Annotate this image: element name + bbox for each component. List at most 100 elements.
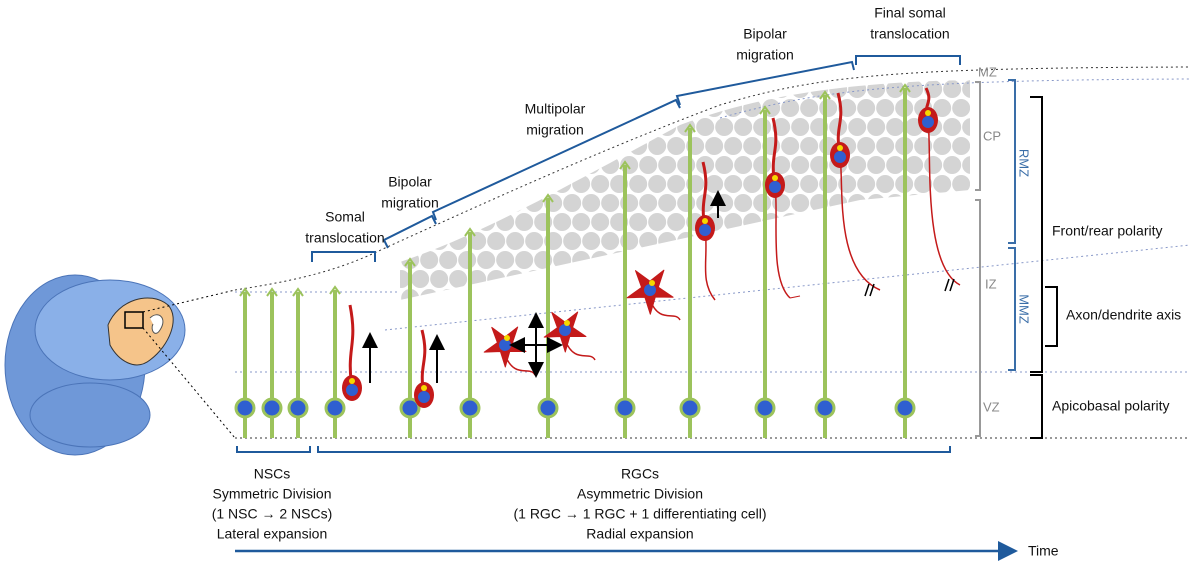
cp-cell (553, 213, 572, 231)
neuron-nucleus (559, 324, 571, 336)
cortical-plate-cells (400, 61, 970, 300)
cp-cell (401, 213, 420, 231)
cp-cell (411, 232, 430, 250)
neuron-nucleus (922, 116, 934, 128)
cp-cell (648, 251, 667, 269)
cp-cell (515, 289, 534, 300)
group-label: Lateral expansion (217, 526, 328, 542)
cp-cell (487, 270, 506, 288)
cp-cell (658, 194, 677, 212)
cp-cell (905, 232, 924, 250)
cp-cell (439, 251, 458, 269)
cp-cell (572, 61, 590, 79)
cp-cell (724, 175, 743, 193)
zone-bracket (975, 81, 981, 191)
cp-cell (772, 156, 791, 174)
stage-label: Bipolar (743, 26, 787, 42)
cp-cell (563, 80, 582, 98)
cp-cell (933, 61, 951, 79)
cp-cell (553, 289, 572, 300)
cp-cell (772, 232, 791, 250)
cp-cell (515, 251, 534, 269)
stage-label: translocation (305, 230, 384, 246)
cp-cell (800, 175, 819, 193)
zone-label: IZ (985, 276, 997, 291)
cp-cell (791, 232, 810, 250)
cp-cell (715, 156, 734, 174)
cp-cell (563, 232, 582, 250)
cp-cell (430, 80, 449, 98)
cp-cell (400, 80, 411, 98)
cp-cell (620, 270, 639, 288)
cp-cell (781, 251, 800, 269)
cp-cell (639, 80, 658, 98)
cp-cell (943, 118, 962, 136)
cp-cell (430, 270, 449, 288)
cp-cell (914, 213, 933, 231)
centrosome (421, 385, 427, 391)
cp-cell (563, 270, 582, 288)
cp-cell (601, 270, 620, 288)
centrosome (772, 175, 778, 181)
cp-cell (867, 118, 886, 136)
cp-cell (886, 194, 905, 212)
stage-bracket (855, 55, 961, 65)
cp-cell (487, 194, 506, 212)
fiber-tip (819, 90, 831, 100)
cp-cell (458, 61, 476, 79)
cp-cell (591, 99, 610, 117)
cp-cell (525, 80, 544, 98)
zone-label: VZ (983, 399, 1000, 414)
subzone-bracket (1008, 247, 1016, 371)
stage-label: migration (736, 47, 794, 63)
cp-cell (477, 289, 496, 300)
cp-cell (439, 213, 458, 231)
cp-cell (572, 175, 591, 193)
vz-nucleus (324, 397, 346, 419)
fiber-tip (292, 287, 304, 297)
cp-cell (734, 270, 753, 288)
group-label: (1 RGC → 1 RGC + 1 differentiating cell) (513, 506, 766, 522)
cp-cell (601, 80, 620, 98)
vz-nucleus (814, 397, 836, 419)
cp-cell (677, 270, 696, 288)
cp-cell (914, 289, 933, 300)
cp-cell (905, 194, 924, 212)
vz-nucleus (537, 397, 559, 419)
neuron-nucleus (499, 339, 511, 351)
neuron-nucleus (699, 224, 711, 236)
cp-cell (705, 251, 724, 269)
cp-cell (743, 175, 762, 193)
neurite (564, 339, 596, 361)
cp-cell (582, 156, 601, 174)
cp-cell (458, 99, 477, 117)
cp-cell (753, 118, 772, 136)
cp-cell (582, 270, 601, 288)
cp-cell (629, 213, 648, 231)
cp-cell (553, 61, 571, 79)
cp-cell (772, 80, 791, 98)
fiber-tip (239, 287, 251, 297)
cp-cell (962, 118, 970, 136)
cp-cell (487, 156, 506, 174)
vz-nucleus (287, 397, 309, 419)
cp-cell (620, 194, 639, 212)
cp-cell (677, 194, 696, 212)
fiber-tip (404, 257, 416, 267)
cp-cell (753, 194, 772, 212)
cp-cell (686, 99, 705, 117)
cp-cell (781, 99, 800, 117)
cp-cell (914, 61, 932, 79)
neuron-nucleus (644, 284, 656, 296)
cp-cell (439, 289, 458, 300)
cp-cell (553, 251, 572, 269)
cp-cell (924, 232, 943, 250)
fiber-tip (619, 160, 631, 170)
cp-cell (591, 61, 609, 79)
cp-cell (734, 156, 753, 174)
cp-cell (677, 232, 696, 250)
cp-cell (658, 232, 677, 250)
cp-cell (572, 213, 591, 231)
cp-cell (791, 156, 810, 174)
